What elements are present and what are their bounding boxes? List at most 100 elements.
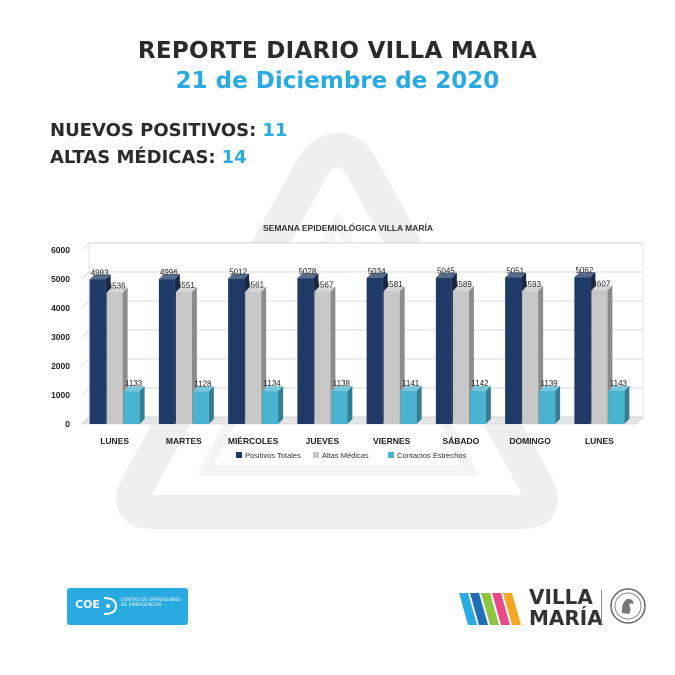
x-tick-label: MIÉRCOLES <box>228 436 279 446</box>
bar <box>366 278 383 424</box>
bar <box>452 290 469 424</box>
y-tick-label: 0 <box>65 419 70 429</box>
bar-top <box>228 273 250 279</box>
bar <box>591 290 608 424</box>
x-tick-label: LUNES <box>585 436 614 446</box>
bar-top <box>574 272 596 278</box>
data-label: 1139 <box>541 379 559 388</box>
coe-logo-text: COE <box>75 598 100 611</box>
vm-logo-text: VILLA MARÍA <box>529 587 603 629</box>
bar-side <box>208 386 214 424</box>
bar <box>245 291 262 424</box>
bar-top <box>123 386 145 392</box>
bar-top <box>522 285 544 291</box>
bar-top <box>331 385 353 391</box>
bar-top <box>608 385 630 391</box>
bar-top <box>591 285 613 291</box>
data-label: 4983 <box>91 268 109 277</box>
bar-top <box>366 273 388 279</box>
bar <box>192 391 209 424</box>
data-label: 5051 <box>506 267 524 276</box>
bar <box>262 391 279 424</box>
legend-label: Altas Médicas <box>322 451 369 460</box>
bar <box>175 292 192 424</box>
data-label: 1142 <box>471 379 489 388</box>
stat-nuevos-positivos: NUEVOS POSITIVOS: 11 <box>50 120 287 141</box>
bar-top <box>192 386 214 392</box>
logo-divider <box>601 590 602 626</box>
x-tick-label: SÁBADO <box>442 436 479 446</box>
bar <box>314 291 331 424</box>
stat-value: 11 <box>262 120 288 141</box>
data-label: 5028 <box>298 267 316 276</box>
vm-logo-line1: VILLA <box>529 585 593 609</box>
gridline <box>81 242 643 251</box>
bar-side <box>485 385 491 424</box>
bar-top <box>452 285 474 291</box>
municipal-seal-icon <box>610 588 646 624</box>
bar <box>123 391 140 424</box>
bar <box>469 390 486 424</box>
gridline <box>81 271 643 280</box>
vm-stripes-icon <box>459 593 521 625</box>
bar-top <box>505 272 527 278</box>
bar-top <box>158 274 180 280</box>
bar-top <box>539 385 561 391</box>
data-label: 1133 <box>125 379 143 388</box>
stat-value: 14 <box>221 147 247 168</box>
coe-logo: COE CENTRO DE OPERACIONES DE EMERGENCIAS <box>67 588 188 625</box>
y-tick-label: 1000 <box>51 390 70 400</box>
data-label: 4551 <box>177 281 195 290</box>
bar-top <box>383 286 405 292</box>
data-label: 4536 <box>108 281 126 290</box>
bar <box>331 390 348 424</box>
bar <box>89 279 106 424</box>
y-tick-label: 5000 <box>51 274 70 284</box>
y-tick-label: 6000 <box>51 245 70 255</box>
bar <box>383 291 400 424</box>
data-label: 4561 <box>246 281 264 290</box>
data-label: 4593 <box>523 280 541 289</box>
x-tick-label: MARTES <box>166 436 202 446</box>
data-label: 4607 <box>592 279 610 288</box>
stat-label: ALTAS MÉDICAS: <box>50 147 216 168</box>
data-label: 4581 <box>385 280 403 289</box>
x-tick-label: DOMINGO <box>509 436 551 446</box>
bar <box>297 278 314 424</box>
coe-emblem-icon <box>103 597 118 615</box>
vm-logo-line2: MARÍA <box>529 606 603 630</box>
bar-top <box>469 385 491 391</box>
report-title: REPORTE DIARIO VILLA MARIA <box>137 38 538 64</box>
bar-top <box>297 273 319 279</box>
data-label: 5062 <box>575 266 593 275</box>
bar-side <box>139 386 145 424</box>
bar-top <box>400 385 422 391</box>
bar <box>608 390 625 424</box>
bar <box>106 292 123 424</box>
bar <box>505 277 522 424</box>
bar <box>158 279 175 424</box>
legend-swatch <box>236 452 242 458</box>
bar-side <box>624 385 630 424</box>
stat-label: NUEVOS POSITIVOS: <box>50 120 257 141</box>
data-label: 1143 <box>610 379 628 388</box>
bar-top <box>106 287 128 293</box>
x-tick-label: JUEVES <box>306 436 340 446</box>
y-tick-label: 4000 <box>51 303 70 313</box>
bar-top <box>262 386 284 392</box>
stat-altas-medicas: ALTAS MÉDICAS: 14 <box>50 147 247 168</box>
bar-side <box>416 385 422 424</box>
bar-top <box>314 286 336 292</box>
data-label: 1138 <box>333 379 351 388</box>
bar <box>435 277 452 424</box>
report-date: 21 de Diciembre de 2020 <box>175 68 500 94</box>
chart-title: SEMANA EPIDEMIOLÓGICA VILLA MARÍA <box>263 222 433 233</box>
data-label: 4589 <box>454 280 472 289</box>
x-tick-label: LUNES <box>100 436 129 446</box>
bar <box>228 278 245 424</box>
legend-label: Contactos Estrechos <box>397 451 466 460</box>
data-label: 1141 <box>402 379 420 388</box>
data-label: 1134 <box>264 379 282 388</box>
bar <box>574 277 591 424</box>
